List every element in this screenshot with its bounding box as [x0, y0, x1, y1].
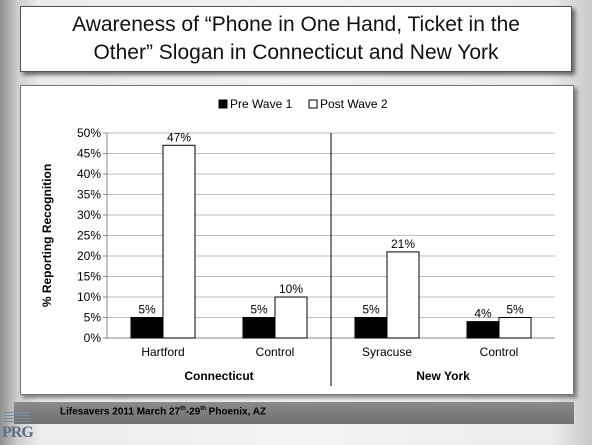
x-category-label: Control [256, 345, 295, 359]
x-category-label: Control [480, 345, 519, 359]
y-tick-label: 25% [77, 229, 101, 243]
y-tick-label: 50% [77, 126, 101, 140]
y-tick-label: 40% [77, 167, 101, 181]
footer-bar [14, 402, 574, 424]
logo-stripes-icon [4, 412, 30, 422]
x-group-label: New York [416, 369, 470, 383]
y-tick-label: 35% [77, 188, 101, 202]
footer-mid: -29 [185, 406, 201, 418]
bar-data-label: 10% [279, 282, 303, 296]
legend-swatch [308, 99, 318, 109]
y-axis-title: % Reporting Recognition [40, 164, 54, 307]
bar-data-label: 47% [167, 130, 191, 144]
y-tick-label: 15% [77, 270, 101, 284]
bar-data-label: 4% [474, 307, 492, 321]
x-group-label: Connecticut [184, 369, 253, 383]
y-tick-label: 5% [84, 311, 102, 325]
bar-data-label: 21% [391, 237, 415, 251]
prg-logo: PRG [2, 412, 46, 442]
bar-pre-wave-1 [130, 317, 164, 339]
bar-pre-wave-1 [466, 321, 500, 339]
logo-text: PRG [2, 424, 34, 441]
x-category-label: Hartford [141, 345, 184, 359]
x-category-label: Syracuse [362, 345, 412, 359]
y-tick-label: 0% [84, 331, 102, 345]
slide-title-line-2: Other” Slogan in Connecticut and New Yor… [93, 41, 499, 64]
y-tick-label: 45% [77, 147, 101, 161]
bar-data-label: 5% [362, 303, 380, 317]
bar-pre-wave-1 [354, 317, 388, 339]
legend-label: Pre Wave 1 [230, 97, 293, 111]
y-tick-label: 10% [77, 290, 101, 304]
y-tick-label: 20% [77, 249, 101, 263]
legend-swatch [218, 99, 228, 109]
slide-title-line-1: Awareness of “Phone in One Hand, Ticket … [72, 13, 520, 36]
bar-post-wave-2 [274, 296, 308, 339]
footer-text: Lifesavers 2011 March 27th-29th Phoenix,… [60, 406, 266, 417]
slide-title-box: Awareness of “Phone in One Hand, Ticket … [20, 6, 572, 72]
bar-chart: 0% 5% 10% 15% 20% 25% 30% 35% 40% 45% 50% % Reporti… [40, 97, 555, 386]
bar-data-label: 5% [506, 303, 524, 317]
bar-post-wave-2 [386, 251, 420, 339]
y-tick-label: 30% [77, 208, 101, 222]
bar-data-label: 5% [138, 303, 156, 317]
bar-post-wave-2 [162, 144, 196, 339]
footer-sup-1: th [180, 406, 186, 412]
bar-data-label: 5% [250, 303, 268, 317]
chart-panel: 0% 5% 10% 15% 20% 25% 30% 35% 40% 45% 50% % Reporti… [20, 85, 574, 395]
footer-prefix: Lifesavers 2011 March 27 [60, 406, 181, 418]
bar-post-wave-2 [498, 317, 532, 339]
bar-pre-wave-1 [242, 317, 276, 339]
footer-suffix: Phoenix, AZ [205, 406, 267, 418]
footer-sup-2: th [200, 406, 206, 412]
legend-label: Post Wave 2 [320, 97, 388, 111]
